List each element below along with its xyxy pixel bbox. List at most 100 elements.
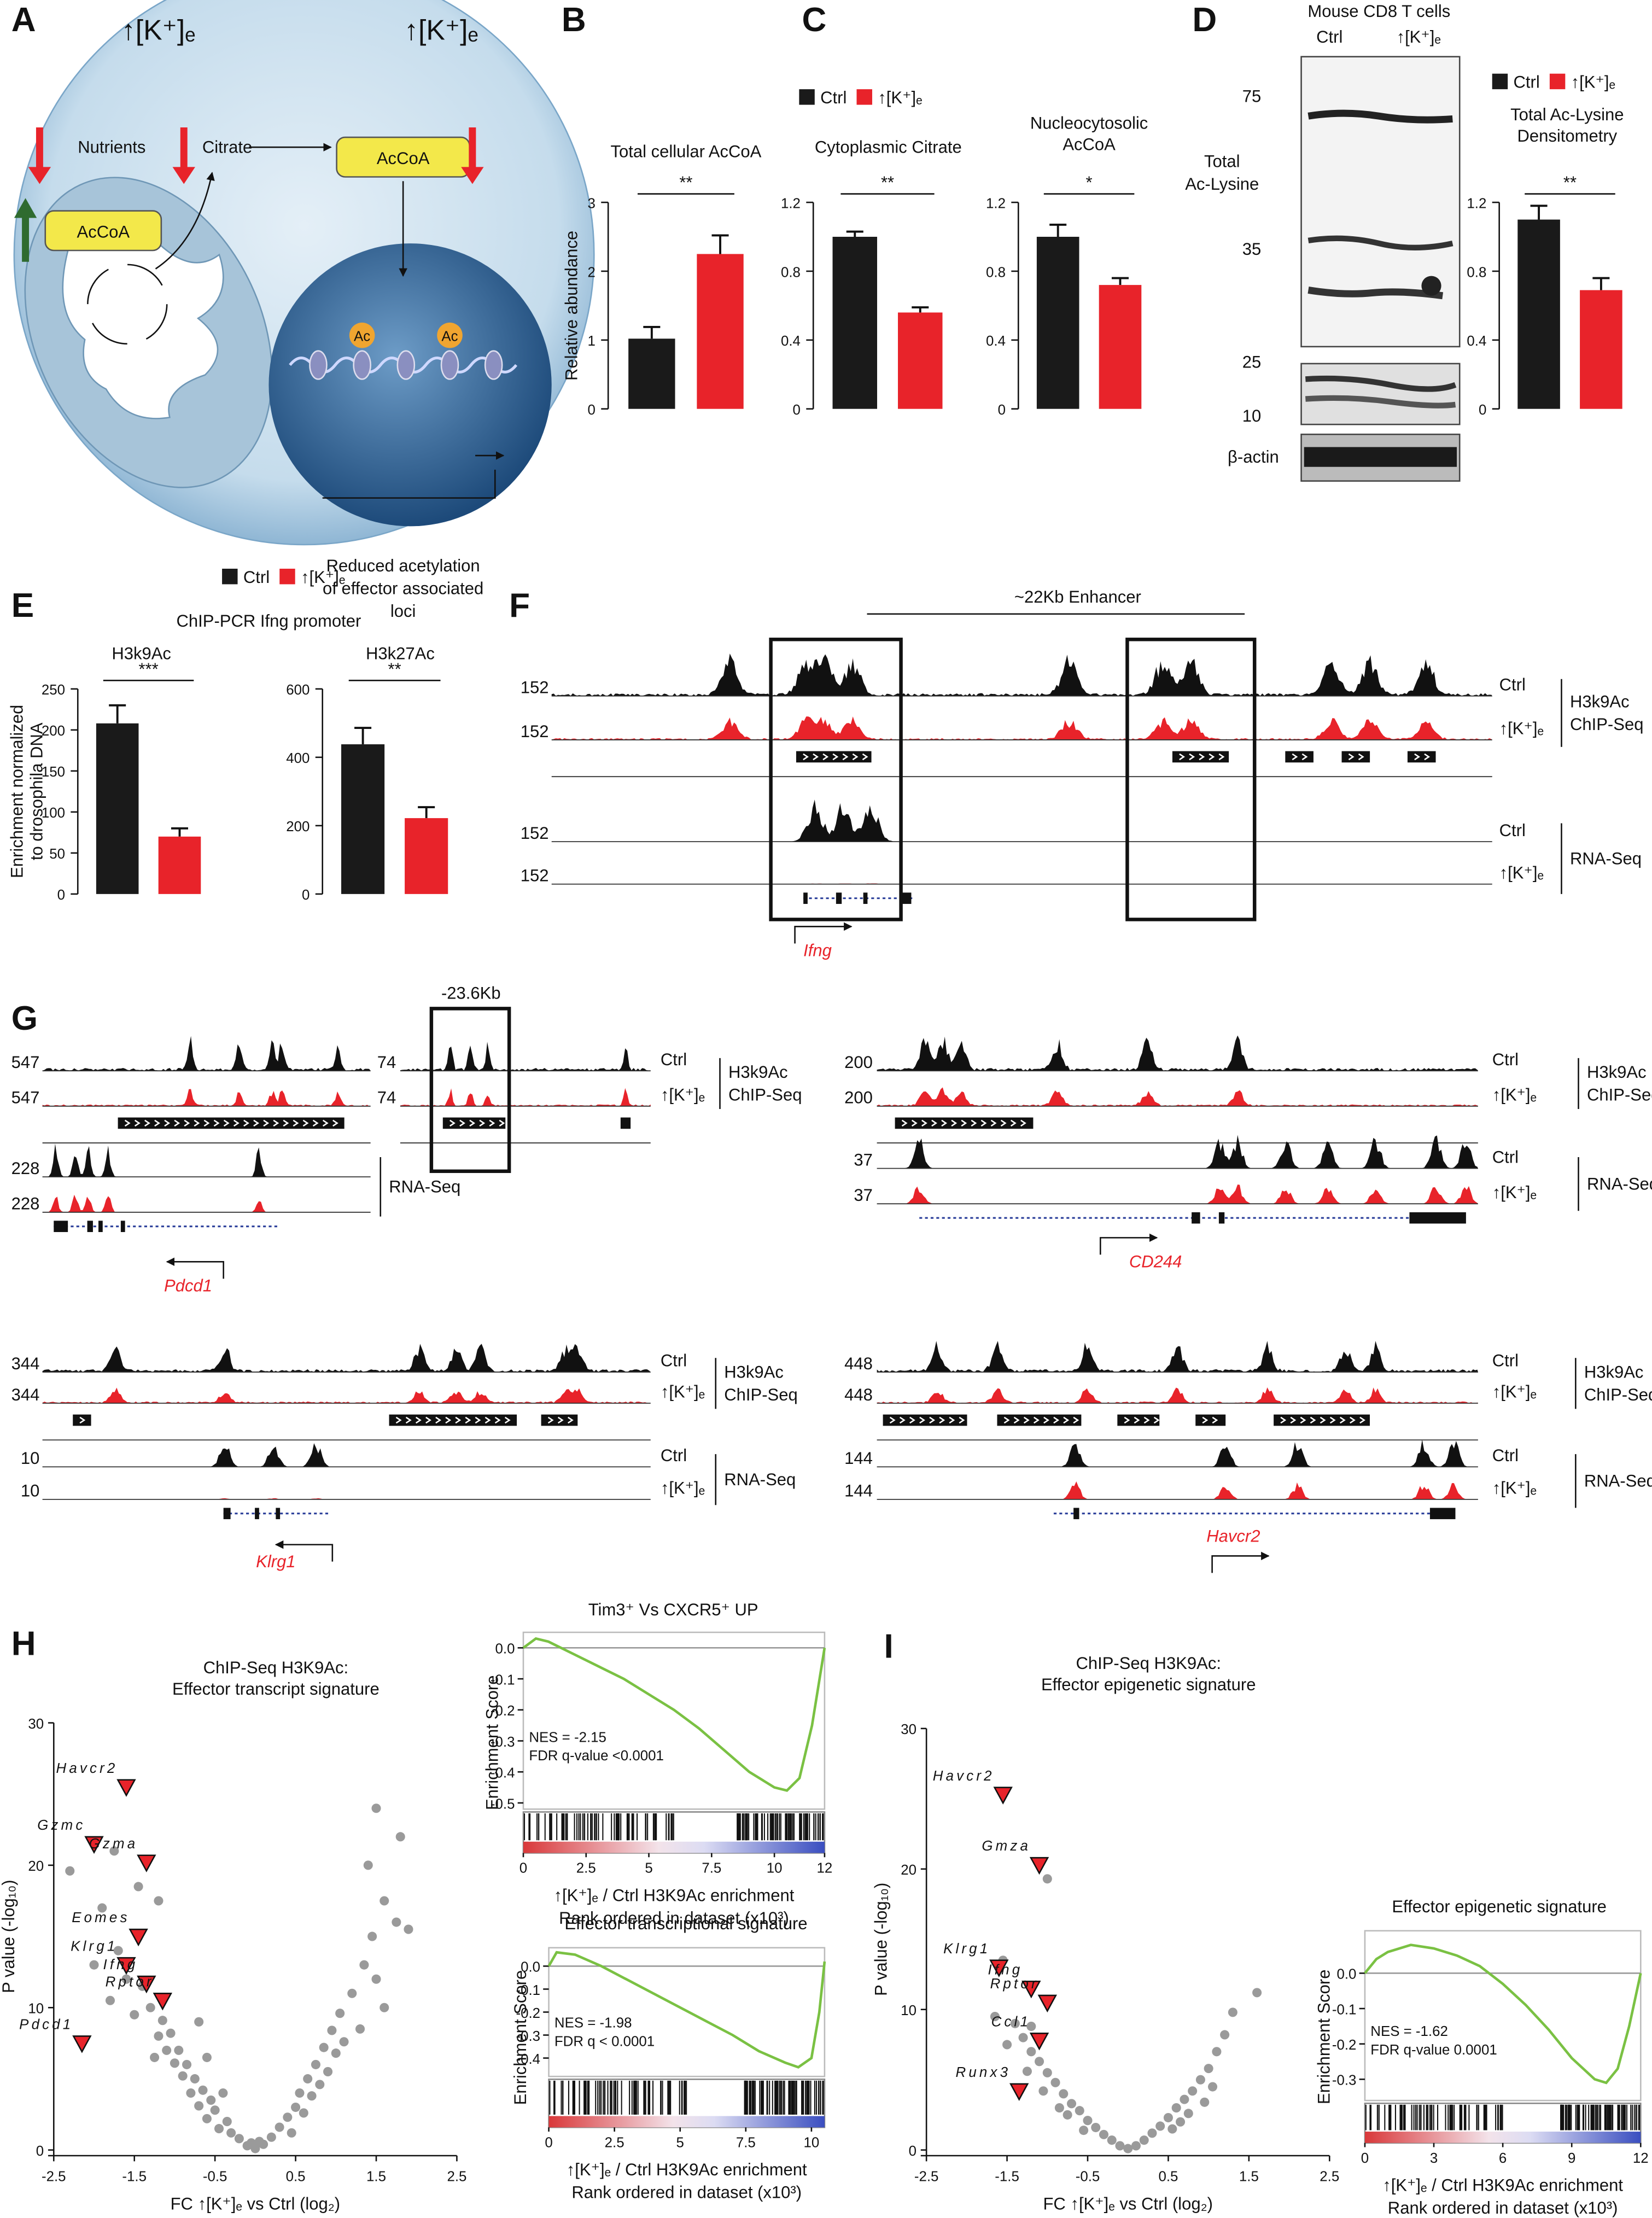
- point: [380, 1896, 389, 1906]
- coverage-track: [877, 1087, 1478, 1106]
- y-tick-label: 0: [302, 888, 310, 903]
- track-label: ↑[K⁺]ₑ: [661, 1382, 705, 1402]
- rank-barcode: [522, 1811, 826, 1854]
- peak-chevron: [459, 1119, 465, 1127]
- gene-exon: [223, 1508, 231, 1520]
- rank-gradient: [1364, 2132, 1641, 2143]
- label: Ac: [441, 329, 458, 345]
- peak-chevron: [547, 1416, 554, 1424]
- point: [65, 1866, 75, 1876]
- peak-region: [1195, 1414, 1226, 1426]
- coverage-track: [42, 1387, 651, 1403]
- gene-exon: [1218, 1212, 1225, 1224]
- panel-label: F: [509, 587, 530, 624]
- gene-exon: [54, 1221, 68, 1233]
- peak-chevron: [1310, 1416, 1316, 1424]
- up-arrow: [14, 198, 37, 218]
- y-tick-label: 200: [286, 819, 310, 834]
- point: [1115, 2141, 1125, 2151]
- y-tick-label: 3: [588, 196, 596, 211]
- peak-chevron: [929, 1416, 936, 1424]
- y-tick-label: 20: [901, 1863, 917, 1878]
- point: [154, 1896, 164, 1906]
- peak-chevron: [425, 1416, 431, 1424]
- point: [283, 2112, 293, 2122]
- highlight-marker: [72, 2035, 92, 2053]
- significance: **: [881, 173, 894, 192]
- peak-chevron: [302, 1119, 309, 1127]
- gene-exon: [1192, 1212, 1200, 1224]
- panel-label: D: [1192, 1, 1217, 39]
- x-tick-label: 2.5: [1320, 2169, 1339, 2185]
- track-label: ↑[K⁺]ₑ: [661, 1085, 705, 1104]
- peak-chevron: [1414, 753, 1420, 761]
- gene-label: Gzmc: [37, 1818, 85, 1833]
- peak-region: [1172, 751, 1229, 763]
- significance: *: [1086, 173, 1093, 192]
- peak-region: [620, 1117, 631, 1129]
- peak-chevron: [1033, 1416, 1040, 1424]
- y-tick-label: 150: [42, 764, 65, 780]
- blot-label: β-actin: [1228, 447, 1279, 466]
- x-tick-label: -0.5: [203, 2169, 227, 2185]
- peak-chevron: [911, 1119, 918, 1127]
- bar: [1580, 290, 1622, 409]
- peak-chevron: [1179, 753, 1185, 761]
- point: [170, 2058, 179, 2068]
- peak-chevron: [1053, 1416, 1060, 1424]
- y-tick-label: 2: [588, 265, 596, 280]
- coverage-track: [400, 1088, 651, 1106]
- condition-label: ↑[K⁺]ₑ: [404, 14, 478, 46]
- chart-title: Densitometry: [1517, 126, 1617, 145]
- peak-chevron: [1020, 1119, 1026, 1127]
- track-label: Ctrl: [661, 1050, 687, 1069]
- y-tick-label: 1.2: [781, 196, 801, 211]
- annotation: FDR q-value 0.0001: [1370, 2042, 1497, 2058]
- blot-header: Mouse CD8 T cells: [1307, 2, 1450, 21]
- point: [150, 2052, 160, 2062]
- point: [1207, 2082, 1218, 2092]
- peak-chevron: [1023, 1416, 1030, 1424]
- peak-chevron: [494, 1416, 501, 1424]
- peak-chevron: [322, 1119, 329, 1127]
- point: [327, 2026, 337, 2035]
- track-scale: 152: [521, 866, 549, 885]
- peak-chevron: [499, 1119, 505, 1127]
- highlight-marker: [129, 1928, 148, 1947]
- blot-label: Total: [1204, 151, 1240, 171]
- y-axis-label: Relative abundance: [562, 231, 581, 381]
- track-scale: 144: [844, 1481, 873, 1501]
- x-axis-sublabel: Rank ordered in dataset (x10³): [1388, 2198, 1618, 2217]
- point: [234, 2134, 244, 2144]
- peak-chevron: [213, 1119, 220, 1127]
- track-scale: 152: [521, 824, 549, 843]
- x-tick-label: 6: [1499, 2151, 1507, 2166]
- point: [1183, 2109, 1193, 2118]
- panel-label: G: [11, 1000, 38, 1037]
- point: [1212, 2047, 1222, 2057]
- point: [311, 2059, 320, 2069]
- point: [113, 1946, 123, 1956]
- peak-chevron: [901, 1119, 908, 1127]
- peak-chevron: [980, 1119, 987, 1127]
- x-tick-label: 7.5: [702, 1861, 721, 1876]
- x-tick-label: 0.5: [286, 2169, 306, 2185]
- highlight-marker: [84, 1836, 104, 1854]
- y-tick-label: 1: [588, 334, 596, 349]
- gene-exon: [276, 1508, 281, 1520]
- y-tick-label: 30: [28, 1717, 44, 1732]
- y-tick-label: -0.3: [491, 1735, 515, 1750]
- band: [1305, 395, 1456, 408]
- gene-label: Klrg1: [943, 1941, 990, 1957]
- x-axis-label: ↑[K⁺]ₑ / Ctrl H3K9Ac enrichment: [1382, 2176, 1623, 2195]
- point: [222, 2117, 232, 2127]
- peak-chevron: [233, 1119, 240, 1127]
- point: [1123, 2144, 1133, 2153]
- down-arrow: [28, 167, 51, 184]
- peak-chevron: [1003, 1416, 1010, 1424]
- annotation: FDR q < 0.0001: [554, 2034, 655, 2049]
- legend-swatch: [799, 89, 815, 105]
- coverage-track: [877, 1184, 1478, 1204]
- coverage-track: [877, 1135, 1478, 1169]
- legend-label: ↑[K⁺]ₑ: [1571, 73, 1615, 92]
